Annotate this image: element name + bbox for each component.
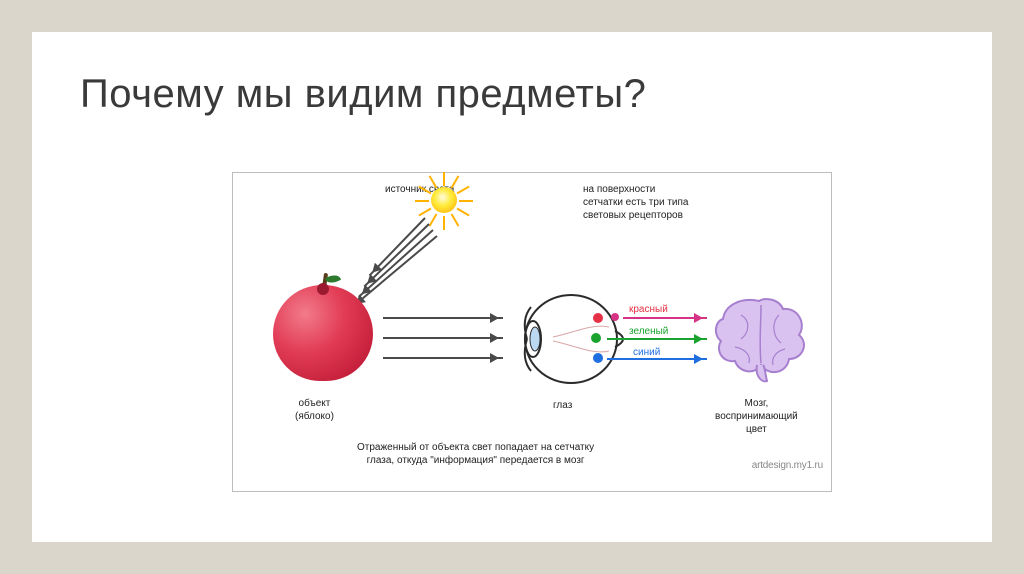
arrow-apple-to-eye bbox=[383, 337, 503, 339]
watermark: artdesign.my1.ru bbox=[752, 460, 823, 471]
receptor-label-blue: синий bbox=[633, 346, 660, 359]
sun-icon bbox=[431, 187, 457, 213]
sun-ray bbox=[451, 213, 460, 226]
sun-ray bbox=[443, 172, 445, 186]
sun-ray bbox=[456, 208, 469, 217]
sun-ray bbox=[415, 200, 429, 202]
label-object: объект (яблоко) bbox=[295, 397, 334, 423]
receptor-dot-red-out bbox=[611, 313, 619, 321]
receptor-label-green: зеленый bbox=[629, 325, 668, 338]
receptor-dot-green bbox=[591, 333, 601, 343]
sun-ray bbox=[443, 216, 445, 230]
label-eye: глаз bbox=[553, 399, 572, 412]
receptor-label-red: красный bbox=[629, 303, 668, 316]
arrow-apple-to-eye bbox=[383, 357, 503, 359]
label-retina-note: на поверхности сетчатки есть три типа св… bbox=[583, 183, 688, 222]
receptor-dot-red bbox=[593, 313, 603, 323]
sun-ray bbox=[418, 208, 431, 217]
sun-ray bbox=[459, 200, 473, 202]
receptor-dot-blue bbox=[593, 353, 603, 363]
sun-ray bbox=[451, 175, 460, 188]
page-title: Почему мы видим предметы? bbox=[80, 72, 646, 117]
arrow-eye-to-brain-red bbox=[623, 317, 707, 319]
sun-ray bbox=[456, 186, 469, 195]
sun-ray bbox=[429, 213, 438, 226]
apple-icon bbox=[273, 285, 373, 385]
arrow-sun-to-apple bbox=[364, 223, 430, 287]
label-reflected: Отраженный от объекта свет попадает на с… bbox=[357, 441, 594, 467]
label-brain: Мозг, воспринимающий цвет bbox=[715, 397, 798, 436]
arrow-apple-to-eye bbox=[383, 317, 503, 319]
diagram-box: источник света на поверхности сетчатки е… bbox=[232, 172, 832, 492]
slide: Почему мы видим предметы? источник света… bbox=[32, 32, 992, 542]
brain-icon bbox=[711, 293, 811, 385]
arrow-eye-to-brain-green bbox=[607, 338, 707, 340]
